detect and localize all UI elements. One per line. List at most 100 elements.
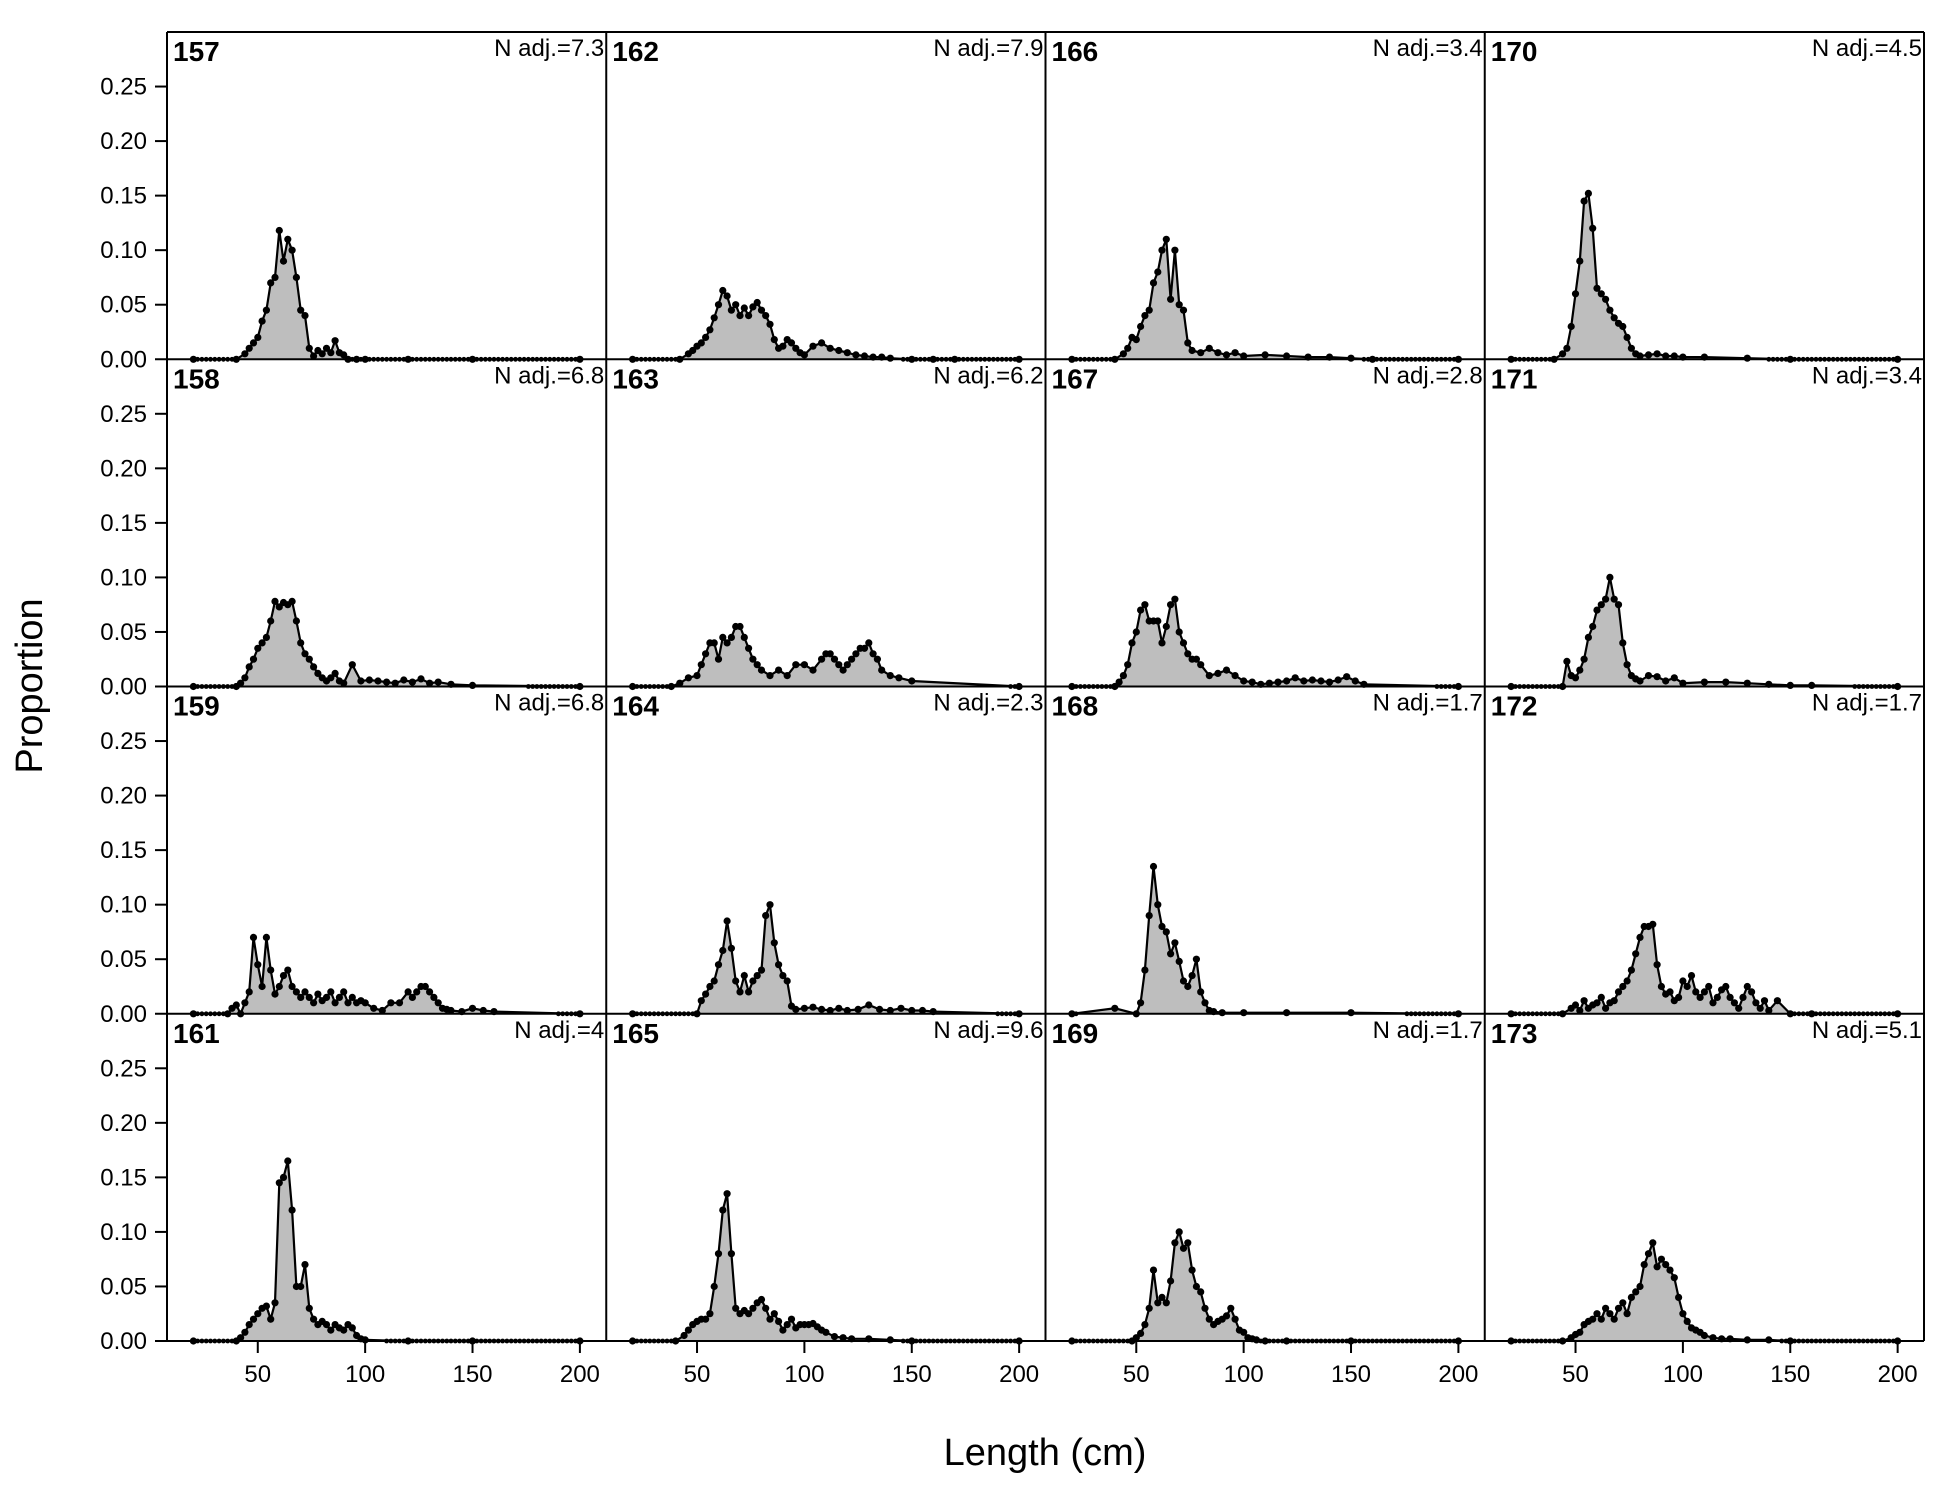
data-point [1261,351,1269,359]
panel-172-area [1511,924,1898,1014]
data-point [706,326,714,334]
panel-165-title: 165 [612,1018,659,1049]
x-tick-label: 200 [560,1361,600,1388]
y-tick-label: 0.25 [100,401,147,428]
panel-173-area [1511,1242,1898,1341]
data-point [1670,1274,1678,1282]
data-point [770,336,778,344]
data-point [826,344,834,352]
data-point [1154,268,1162,276]
panel-163-title: 163 [612,363,659,394]
panel-170: 170 N adj.=4.5 [1491,35,1922,363]
y-tick-label: 0.05 [100,946,147,973]
data-point [1722,982,1730,991]
data-point [865,1001,873,1009]
panel-168-title: 168 [1052,691,1099,722]
data-point [1158,922,1166,931]
data-point [1743,679,1751,687]
data-point [1154,901,1162,909]
data-point [1786,681,1794,690]
data-point [710,314,718,322]
data-point [702,650,710,658]
data-point [1692,988,1700,996]
data-point [1760,997,1769,1005]
data-point [749,1304,757,1312]
panel-170-points [1507,189,1902,363]
data-point [1145,912,1153,920]
panel-166-area [1071,239,1459,360]
data-point [1589,224,1597,232]
data-point [258,317,266,325]
data-point [1679,1310,1687,1318]
data-point [331,999,339,1007]
data-point [249,933,258,942]
data-point [1115,678,1123,686]
data-point [775,666,783,674]
data-point [1201,1304,1209,1312]
data-point [1141,966,1149,974]
data-point [714,961,723,969]
panel-157-points [189,226,584,363]
data-point [1188,346,1196,355]
data-point [1201,999,1209,1007]
data-point [1597,290,1605,298]
data-point [370,1004,378,1012]
y-tick-label: 0.20 [100,455,147,482]
data-point [357,677,365,685]
data-point [1141,601,1149,609]
panel-169-title: 169 [1052,1018,1099,1049]
data-point [1162,235,1170,243]
data-point [1218,1009,1226,1017]
data-point [1636,677,1644,685]
panel-157-line [193,230,580,361]
data-point [1179,1244,1188,1252]
data-point [727,306,736,314]
data-point [1709,1334,1717,1342]
y-tick-label: 0.15 [100,837,147,864]
y-tick-label: 0.20 [100,1110,147,1137]
panel-164-n-adj: N adj.=2.3 [933,690,1043,717]
data-point [1145,1304,1153,1312]
data-point [1623,1310,1631,1318]
data-point [1610,997,1618,1005]
data-point [1675,993,1683,1002]
data-point [1179,306,1188,314]
data-point [762,1304,770,1312]
data-point [413,988,421,996]
data-point [757,1295,766,1304]
panel-161-n-adj: N adj.=4 [514,1017,604,1044]
panel-173-title: 173 [1491,1018,1538,1049]
data-point [1317,677,1325,685]
data-point [676,679,684,687]
data-point [873,655,882,663]
data-point [254,1310,262,1318]
panel-172-n-adj: N adj.=1.7 [1812,690,1922,717]
data-point [1576,666,1584,674]
data-point [727,633,736,642]
data-point [697,997,705,1005]
data-point [1700,678,1708,686]
data-point [854,1005,862,1014]
x-tick-label: 200 [1438,1361,1478,1388]
data-point [783,977,791,985]
data-point [1124,344,1132,352]
data-point [719,946,727,955]
panel-168-area [1071,866,1459,1014]
data-point [1149,862,1158,871]
data-point [1619,982,1627,991]
y-tick-label: 0.15 [100,1164,147,1191]
data-point [714,1250,723,1258]
data-point [736,312,744,320]
data-point [843,349,851,357]
data-point [1752,999,1760,1007]
data-point [1610,314,1618,322]
data-point [361,999,369,1007]
data-point [1619,1299,1627,1307]
data-point [1167,1277,1175,1285]
data-point [1571,1001,1580,1009]
data-point [787,339,796,347]
data-point [1705,982,1713,991]
data-point [310,352,318,360]
data-point [322,344,331,352]
data-point [792,1005,800,1014]
